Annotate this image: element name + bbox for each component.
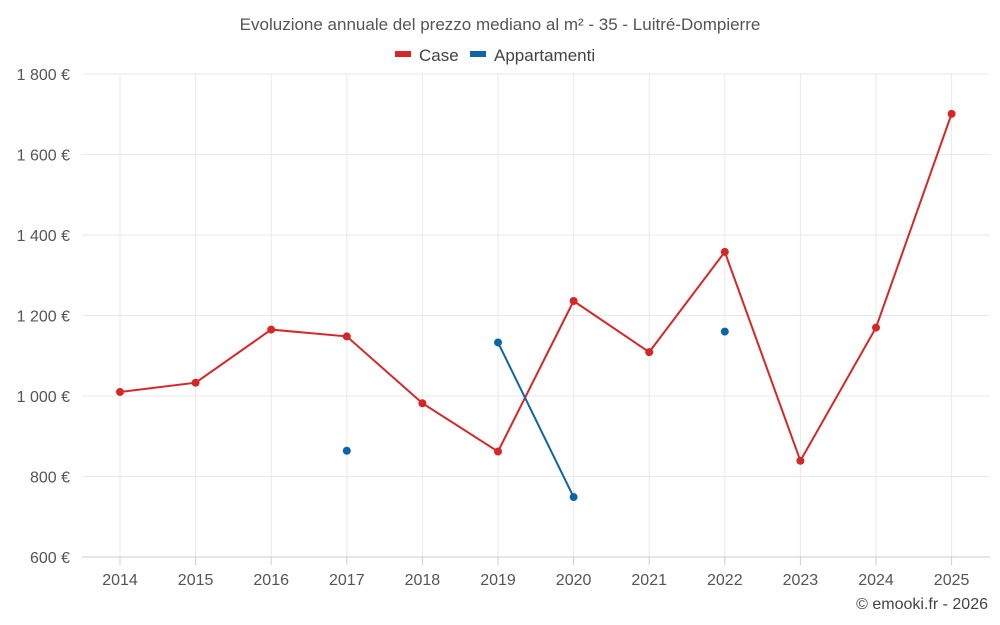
x-tick-label: 2020 <box>556 572 592 589</box>
data-point-case-2015[interactable] <box>191 378 200 387</box>
y-tick-label: 800 € <box>30 470 70 487</box>
data-point-case-2019[interactable] <box>494 447 502 456</box>
legend-label-appartamenti: Appartamenti <box>494 46 595 65</box>
legend-label-case: Case <box>419 46 459 65</box>
legend-swatch-appartamenti <box>470 51 486 57</box>
x-tick-label: 2024 <box>858 572 894 589</box>
x-tick-label: 2025 <box>934 572 970 589</box>
data-point-case-2020[interactable] <box>569 297 578 306</box>
data-point-appartamenti-2020[interactable] <box>569 493 578 502</box>
data-point-case-2017[interactable] <box>342 332 351 341</box>
x-tick-label: 2014 <box>102 572 138 589</box>
data-point-case-2018[interactable] <box>418 399 427 408</box>
data-point-case-2016[interactable] <box>267 325 276 334</box>
x-tick-label: 2016 <box>253 572 289 589</box>
series-appartamenti <box>342 327 729 502</box>
y-axis-ticks: 600 € 800 € 1 000 € 1 200 € 1 400 € 1 600 € 1 … <box>17 67 70 567</box>
y-tick-label: 1 200 € <box>17 309 70 326</box>
legend-item-case[interactable]: Case <box>395 46 459 65</box>
series <box>116 109 956 502</box>
y-tick-label: 1 600 € <box>17 148 70 165</box>
data-point-appartamenti-2017[interactable] <box>342 446 351 455</box>
legend-item-appartamenti[interactable]: Appartamenti <box>470 46 595 65</box>
y-tick-label: 1 000 € <box>17 389 70 406</box>
x-axis-ticks: 2014 2015 2016 2017 2018 2019 2020 2021 2022 2023… <box>102 557 969 589</box>
data-point-case-2023[interactable] <box>796 456 805 465</box>
chart-title: Evoluzione annuale del prezzo mediano al… <box>240 15 761 34</box>
credit-text: © emooki.fr - 2026 <box>856 596 988 613</box>
legend-swatch-case <box>395 51 411 57</box>
x-tick-label: 2023 <box>783 572 819 589</box>
legend: Case Appartamenti <box>395 46 595 65</box>
data-point-case-2025[interactable] <box>947 109 956 118</box>
x-tick-label: 2015 <box>178 572 214 589</box>
data-point-appartamenti-2022[interactable] <box>720 327 729 336</box>
series-case <box>116 109 956 465</box>
x-tick-label: 2017 <box>329 572 365 589</box>
y-tick-label: 1 400 € <box>17 228 70 245</box>
x-tick-label: 2021 <box>631 572 667 589</box>
data-point-case-2024[interactable] <box>872 323 880 332</box>
data-point-case-2014[interactable] <box>116 387 124 396</box>
x-tick-label: 2022 <box>707 572 743 589</box>
series-line-case <box>119 113 953 464</box>
series-line-appartamenti <box>497 342 575 498</box>
data-point-appartamenti-2019[interactable] <box>494 338 502 347</box>
x-tick-label: 2019 <box>480 572 516 589</box>
y-tick-label: 600 € <box>30 550 70 567</box>
data-point-case-2021[interactable] <box>645 348 654 357</box>
y-tick-label: 1 800 € <box>17 67 70 84</box>
data-point-case-2022[interactable] <box>720 247 729 256</box>
x-tick-label: 2018 <box>405 572 441 589</box>
grid <box>82 73 990 557</box>
